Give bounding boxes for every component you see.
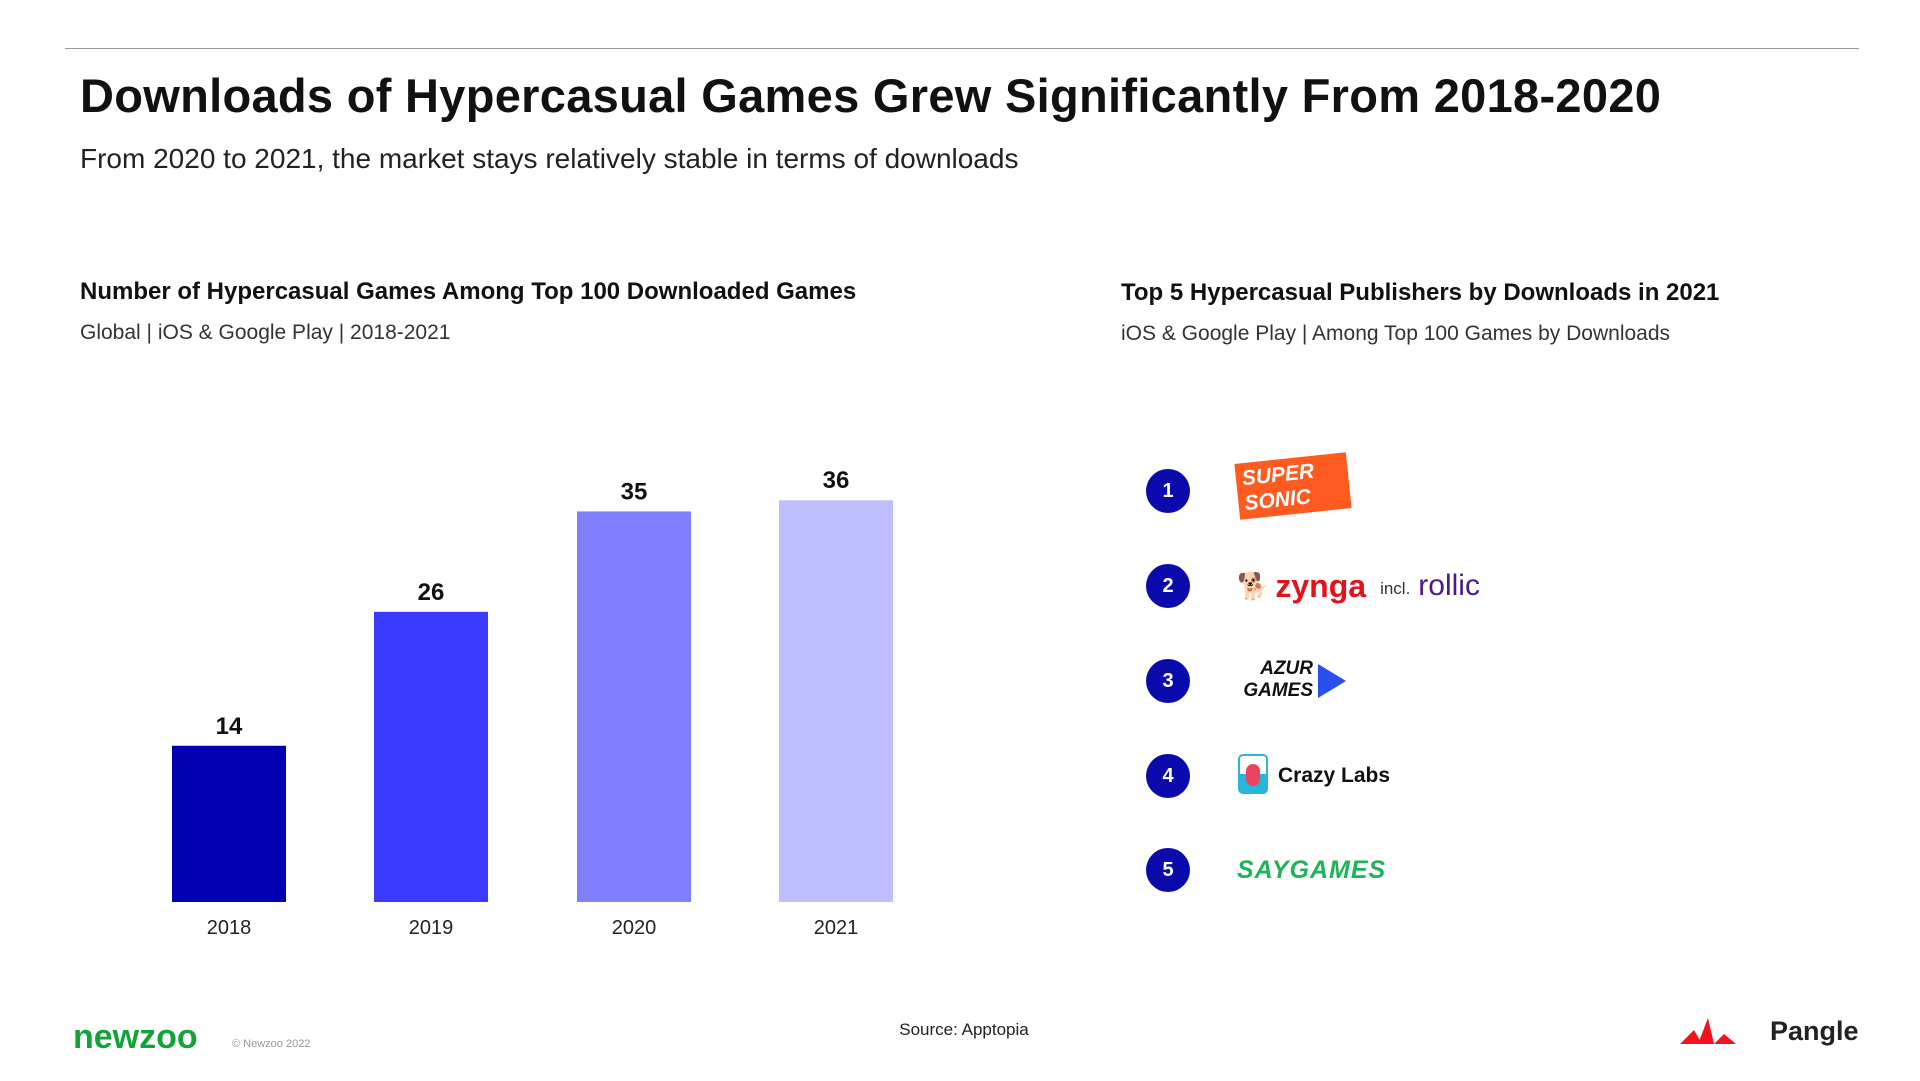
supersonic-logo: SUPER SONIC	[1234, 452, 1352, 520]
data-label: 35	[621, 478, 648, 505]
bar-2018	[172, 745, 286, 902]
play-triangle-icon	[1318, 664, 1346, 698]
x-tick-label: 2018	[207, 917, 252, 939]
x-tick-label: 2019	[409, 917, 454, 939]
x-tick-label: 2021	[814, 917, 859, 939]
rank-badge: 1	[1146, 469, 1190, 513]
copyright: © Newzoo 2022	[232, 1038, 311, 1050]
bar-2021	[779, 500, 893, 902]
bar-2019	[374, 611, 488, 902]
rollic-logo: rollic	[1418, 569, 1480, 602]
crazylabs-jar-icon	[1238, 754, 1268, 794]
page-title: Downloads of Hypercasual Games Grew Sign…	[80, 69, 1662, 122]
newzoo-logo: newzoo	[73, 1018, 198, 1056]
data-label: 14	[216, 713, 243, 740]
chart-subtitle: Global | iOS & Google Play | 2018-2021	[80, 321, 451, 344]
data-label: 36	[823, 467, 850, 494]
saygames-logo: SAYGAMES	[1237, 856, 1387, 884]
dog-icon: 🐕	[1237, 570, 1270, 601]
rank-badge: 2	[1146, 564, 1190, 608]
top-divider	[65, 48, 1859, 49]
incl-label: incl.	[1380, 579, 1411, 598]
page-subtitle: From 2020 to 2021, the market stays rela…	[80, 143, 1019, 174]
chart-title: Number of Hypercasual Games Among Top 10…	[80, 278, 857, 305]
bar-2020	[577, 511, 691, 902]
rank-badge: 3	[1146, 659, 1190, 703]
zynga-row: 🐕 zynga incl. rollic	[1237, 566, 1480, 606]
pangle-mark-icon	[1680, 1018, 1736, 1044]
pangle-logo: Pangle	[1770, 1016, 1859, 1046]
data-label: 26	[418, 579, 445, 606]
x-tick-label: 2020	[612, 917, 657, 939]
rank-badge: 4	[1146, 754, 1190, 798]
bar-chart: 14 2018 26 2019 35 2020 36 2021	[172, 467, 893, 939]
publishers-title: Top 5 Hypercasual Publishers by Download…	[1121, 279, 1720, 306]
crazylabs-logo: Crazy Labs	[1278, 764, 1391, 787]
azur-games-logo: AZUR GAMES	[1243, 658, 1313, 701]
source-note: Source: Apptopia	[899, 1020, 1029, 1039]
rank-badge: 5	[1146, 848, 1190, 892]
publishers-subtitle: iOS & Google Play | Among Top 100 Games …	[1121, 322, 1671, 345]
zynga-logo: zynga	[1275, 567, 1367, 604]
